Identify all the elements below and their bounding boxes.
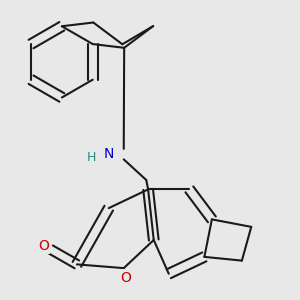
- Text: O: O: [38, 238, 49, 253]
- Text: O: O: [120, 271, 131, 284]
- Text: H: H: [87, 151, 97, 164]
- Text: N: N: [103, 147, 114, 161]
